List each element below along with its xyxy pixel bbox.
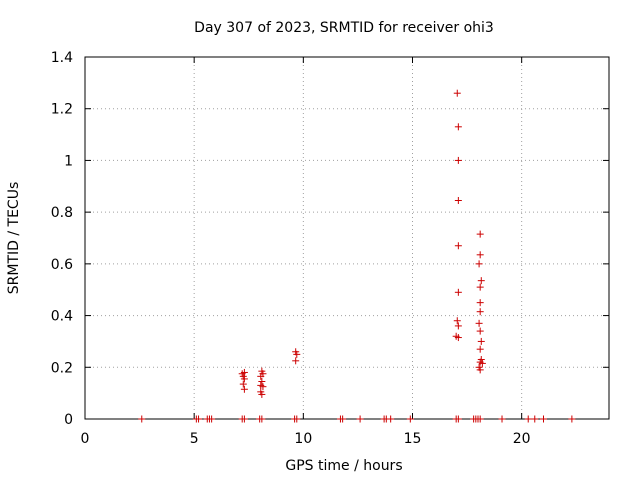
data-point — [258, 415, 266, 423]
axis-ticks: 0 5 10 15 20 0 0.2 0.4 0.6 0.8 1 1.2 1.4 — [51, 50, 609, 447]
data-points — [138, 89, 576, 423]
data-point — [477, 277, 485, 285]
y-tick-label: 1 — [64, 153, 73, 169]
data-point — [477, 337, 485, 345]
y-tick-label: 0 — [64, 412, 73, 428]
data-point — [258, 390, 266, 398]
data-point — [240, 385, 248, 393]
plot-area — [84, 56, 610, 420]
data-point — [387, 415, 395, 423]
x-tick-label: 5 — [190, 431, 199, 447]
y-tick-label: 1.2 — [51, 102, 73, 118]
data-point — [540, 415, 547, 423]
data-point — [258, 378, 266, 386]
data-point — [476, 415, 484, 423]
data-point — [292, 357, 300, 365]
y-axis-label: SRMTID / TECUs — [6, 182, 22, 295]
data-point — [259, 383, 267, 391]
data-point — [293, 350, 301, 358]
data-point — [454, 242, 462, 250]
data-point — [476, 299, 484, 307]
data-point — [475, 260, 483, 268]
x-tick-label: 20 — [513, 431, 531, 447]
data-point — [454, 415, 462, 423]
data-point — [257, 372, 265, 380]
data-point — [478, 359, 486, 367]
data-point — [240, 368, 248, 376]
chart-title: Day 307 of 2023, SRMTID for receiver ohi… — [194, 20, 494, 36]
data-point — [476, 345, 484, 353]
data-point — [476, 308, 484, 316]
y-tick-label: 0.6 — [51, 257, 73, 273]
x-tick-label: 15 — [404, 431, 422, 447]
data-point — [524, 415, 532, 423]
grid — [85, 57, 609, 419]
data-point — [498, 415, 506, 423]
data-point — [476, 366, 484, 374]
data-point — [531, 415, 539, 423]
data-point — [454, 322, 462, 330]
data-point — [293, 415, 301, 423]
data-point — [240, 375, 248, 383]
data-point — [454, 288, 462, 296]
data-point — [356, 415, 364, 423]
data-point — [406, 415, 414, 423]
x-axis-label: GPS time / hours — [285, 458, 402, 474]
y-tick-label: 1.4 — [51, 50, 73, 66]
data-point — [138, 415, 146, 423]
data-point — [476, 327, 484, 335]
data-point — [454, 334, 462, 342]
data-point — [195, 415, 203, 423]
data-point — [239, 380, 247, 388]
data-point — [453, 317, 461, 325]
data-point — [339, 415, 347, 423]
data-point — [208, 415, 216, 423]
x-tick-label: 10 — [294, 431, 312, 447]
y-tick-label: 0.2 — [51, 360, 73, 376]
y-tick-label: 0.8 — [51, 205, 73, 221]
x-tick-label: 0 — [81, 431, 90, 447]
data-point — [454, 197, 462, 205]
data-point — [476, 230, 484, 238]
data-point — [454, 123, 462, 131]
data-point — [454, 156, 462, 164]
data-point — [453, 89, 461, 97]
y-tick-label: 0.4 — [51, 309, 73, 325]
data-point — [476, 251, 484, 259]
data-point — [568, 415, 576, 423]
data-point — [476, 283, 484, 291]
data-point — [475, 319, 483, 327]
data-point — [240, 415, 248, 423]
